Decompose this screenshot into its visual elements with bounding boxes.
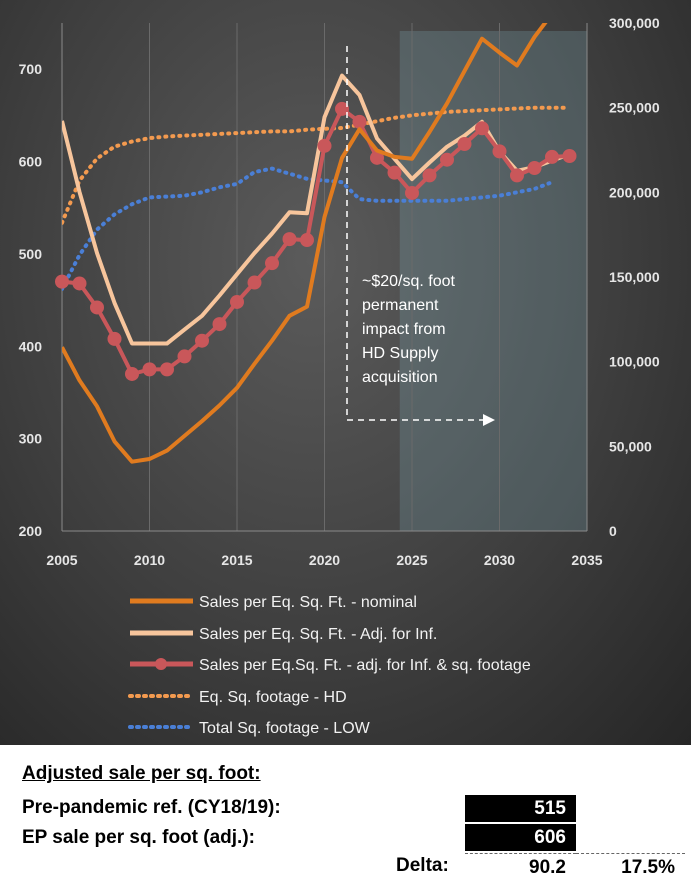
- series-2-point-7: [177, 349, 192, 364]
- annotation-line-4: HD Supply: [362, 345, 438, 362]
- left-tick-label-2: 400: [19, 338, 43, 354]
- legend: Sales per Eq. Sq. Ft. - nominal Sales pe…: [128, 594, 531, 737]
- series-2-point-26: [510, 168, 524, 183]
- x-tick-label-6: 2035: [571, 552, 602, 568]
- series-2-point-17: [352, 114, 367, 129]
- right-tick-label-3: 150,000: [609, 269, 660, 285]
- annotation-line-1: ~$20/sq. foot: [362, 273, 456, 290]
- series-2-point-11: [247, 275, 262, 290]
- series-line-0: [62, 23, 548, 464]
- series-2-point-14: [300, 233, 314, 248]
- pre-pandemic-value: 515: [465, 795, 576, 822]
- legend-item-hd-sqft: Eq. Sq. footage - HD: [128, 689, 347, 706]
- series-2-point-10: [230, 294, 244, 309]
- series-2-point-1: [72, 276, 87, 291]
- x-tick-label-1: 2010: [134, 552, 165, 568]
- series-2-point-12: [265, 256, 279, 271]
- legend-label-adj-inf: Sales per Eq. Sq. Ft. - Adj. for Inf.: [199, 626, 437, 643]
- ep-sale-label: EP sale per sq. foot (adj.):: [22, 827, 255, 848]
- series-2-point-15: [317, 138, 332, 153]
- series-2-point-25: [492, 144, 507, 159]
- series-2-point-5: [142, 362, 157, 377]
- series-2-point-18: [370, 150, 384, 165]
- series-2-point-23: [457, 136, 472, 151]
- legend-item-adj-inf-sqft: Sales per Eq.Sq. Ft. - adj. for Inf. & s…: [130, 657, 531, 674]
- line-chart: 200 300 400 500 600 700 0 50,000 100,000 150,000…: [19, 15, 660, 737]
- series-2-point-20: [405, 185, 419, 200]
- annotation-line-2: permanent: [362, 297, 439, 314]
- x-tick-label-0: 2005: [46, 552, 77, 568]
- series-2-point-29: [562, 149, 577, 164]
- series-2-point-3: [107, 331, 122, 346]
- series-2-point-0: [55, 274, 69, 289]
- right-tick-label-4: 200,000: [609, 184, 660, 200]
- left-tick-label-0: 200: [19, 523, 43, 539]
- left-tick-label-4: 600: [19, 154, 43, 170]
- series-2-point-16: [335, 101, 349, 116]
- left-tick-label-5: 700: [19, 61, 43, 77]
- series-2-point-24: [475, 121, 489, 136]
- right-tick-label-2: 100,000: [609, 354, 660, 370]
- x-axis-ticks: 2005 2010 2015 2020 2025 2030 2035: [46, 552, 602, 568]
- legend-item-adj-inf: Sales per Eq. Sq. Ft. - Adj. for Inf.: [130, 626, 437, 643]
- series-2-point-9: [212, 317, 227, 332]
- series-line-3: [62, 105, 572, 225]
- summary-table: Adjusted sale per sq. foot: Pre-pandemic…: [0, 745, 691, 885]
- left-y-axis-ticks: 200 300 400 500 600 700: [19, 61, 43, 539]
- legend-label-adj-inf-sqft: Sales per Eq.Sq. Ft. - adj. for Inf. & s…: [199, 657, 531, 674]
- left-tick-label-3: 500: [19, 246, 43, 262]
- right-tick-label-1: 50,000: [609, 438, 652, 454]
- delta-label: Delta:: [396, 855, 449, 876]
- series-layer: [55, 23, 577, 464]
- summary-title: Adjusted sale per sq. foot:: [22, 763, 261, 784]
- x-tick-label-2: 2015: [221, 552, 252, 568]
- series-2-point-27: [527, 161, 542, 176]
- series-2-point-22: [440, 152, 454, 167]
- x-tick-label-5: 2030: [484, 552, 515, 568]
- left-tick-label-1: 300: [19, 431, 43, 447]
- delta-value: 90.2: [465, 853, 576, 881]
- series-2-point-6: [160, 362, 174, 377]
- series-2-point-21: [422, 168, 437, 183]
- legend-label-low-sqft: Total Sq. footage - LOW: [199, 720, 371, 737]
- annotation-line-3: impact from: [362, 321, 446, 338]
- legend-label-hd-sqft: Eq. Sq. footage - HD: [199, 689, 347, 706]
- series-2-point-4: [125, 366, 139, 381]
- annotation-line-5: acquisition: [362, 369, 438, 386]
- right-tick-label-0: 0: [609, 523, 617, 539]
- series-2-point-13: [282, 232, 297, 247]
- x-tick-label-3: 2020: [309, 552, 340, 568]
- right-y-axis-ticks: 0 50,000 100,000 150,000 200,000 250,000 300,0…: [609, 15, 660, 539]
- series-2-point-8: [195, 333, 209, 348]
- series-line-4: [62, 166, 554, 291]
- right-tick-label-6: 300,000: [609, 15, 660, 31]
- annotation: ~$20/sq. foot permanent impact from HD S…: [346, 46, 495, 426]
- x-tick-label-4: 2025: [396, 552, 427, 568]
- series-2-point-28: [545, 149, 559, 164]
- pre-pandemic-label: Pre-pandemic ref. (CY18/19):: [22, 797, 281, 818]
- legend-item-low-sqft: Total Sq. footage - LOW: [128, 720, 371, 737]
- annotation-arrow-head: [483, 414, 495, 426]
- legend-label-nominal: Sales per Eq. Sq. Ft. - nominal: [199, 594, 417, 611]
- series-2-point-19: [387, 165, 402, 180]
- right-tick-label-5: 250,000: [609, 100, 660, 116]
- series-2-point-2: [90, 300, 104, 315]
- chart-panel: 200 300 400 500 600 700 0 50,000 100,000 150,000…: [0, 0, 691, 745]
- legend-item-nominal: Sales per Eq. Sq. Ft. - nominal: [130, 594, 417, 611]
- ep-sale-value: 606: [465, 824, 576, 851]
- delta-percent: 17.5%: [576, 853, 685, 881]
